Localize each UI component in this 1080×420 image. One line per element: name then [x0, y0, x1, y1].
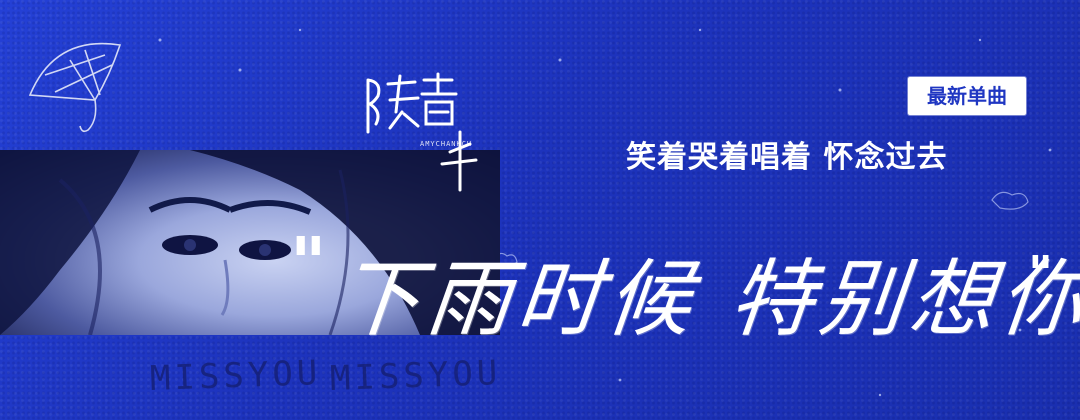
umbrella-icon — [28, 42, 122, 133]
headline: 笑着哭着唱着 怀念过去 — [626, 140, 948, 175]
rain-drops-icon — [158, 28, 1052, 397]
watermark-text-2: MISSYOU — [329, 353, 502, 399]
close-quote-icon: " — [1028, 246, 1054, 302]
song-title-handwriting: 下雨时候 特别想你。 — [332, 250, 1080, 348]
watermark-text-1: MISSYOU — [149, 353, 322, 399]
new-single-tag: 最新单曲 — [908, 77, 1026, 115]
artist-photo — [0, 150, 500, 335]
artist-photo-art — [0, 150, 500, 335]
artist-logo: 陈壹千 — [366, 72, 478, 192]
open-quote-icon: " — [290, 221, 327, 304]
cloud-doodle-icon — [494, 191, 1029, 268]
artist-logo-subtitle: AMYCHANKCH — [420, 140, 473, 148]
